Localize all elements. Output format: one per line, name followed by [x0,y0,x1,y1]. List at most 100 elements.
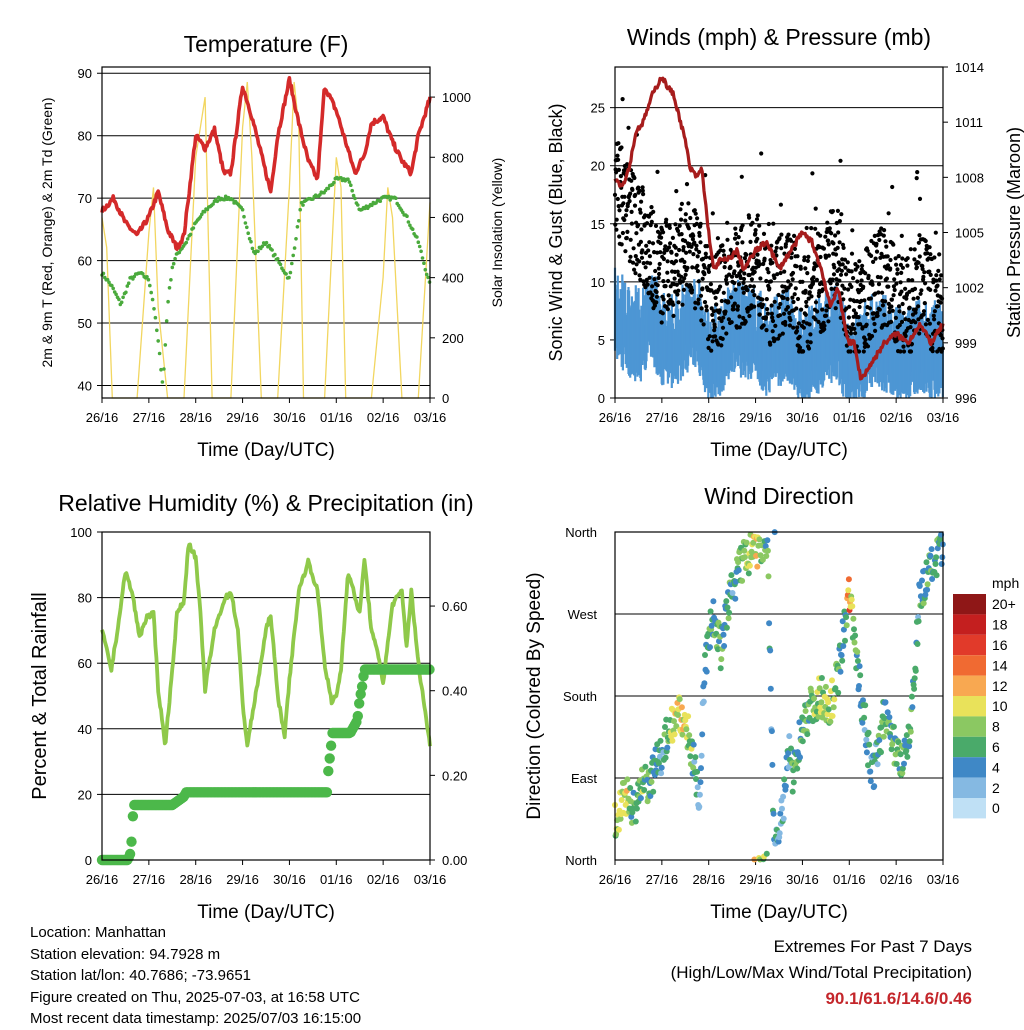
gust-point [679,201,685,206]
direction-point [780,793,787,800]
gust-point [766,270,771,275]
gust-point [791,299,796,305]
gust-point [936,268,941,273]
dewpoint-point [191,226,196,230]
gust-point [733,226,738,231]
direction-point [863,736,870,743]
gust-point [866,273,871,278]
dewpoint-point [148,283,152,288]
x-tick-label: 28/16 [692,410,725,425]
gust-point [788,238,794,243]
gust-point [881,233,886,238]
gust-point [661,279,666,284]
gust-point [765,266,770,272]
gust-point [676,300,681,305]
direction-point [924,581,931,588]
dewpoint-point [169,278,173,282]
dewpoint-point [420,256,425,260]
gust-point [711,318,716,323]
gust-point [816,319,821,324]
pressure-line [613,76,945,381]
gust-point [710,339,715,344]
direction-point [862,702,869,709]
gust-point [689,244,694,249]
gust-point [826,242,831,247]
gust-point [781,295,786,300]
dewpoint-point [410,227,415,231]
y-tick-label: 40 [78,379,92,394]
gust-point [820,287,825,292]
gust-point [922,301,927,306]
elevation-text: Station elevation: 94.7928 m [30,945,221,963]
direction-point [933,572,940,579]
gust-point [865,344,871,349]
direction-point [694,784,701,791]
legend-swatch [953,696,986,717]
gust-point [765,311,771,316]
gust-point [831,241,836,246]
gust-point [790,295,795,300]
gust-point [690,265,695,270]
direction-point [750,539,757,546]
gust-point [821,246,827,251]
legend-label: 20+ [992,596,1016,612]
dewpoint-point [349,183,353,187]
direction-point [856,663,863,670]
legend-label: 8 [992,719,1000,735]
direction-point [780,815,787,822]
gust-point [871,311,876,316]
dewpoint-point [326,186,331,191]
gust-point [720,325,726,330]
dewpoint-point [291,253,296,258]
gust-point [692,240,697,245]
gust-point [792,292,797,297]
gust-point [681,248,686,253]
gust-point [653,268,658,274]
gust-point [932,309,938,314]
direction-point [763,553,770,559]
y-tick-label: 80 [78,129,92,144]
gust-point [921,309,927,314]
gust-point [832,265,837,270]
gust-point [634,262,639,267]
direction-point [703,668,710,675]
gust-point [694,221,699,226]
gust-point [889,304,894,309]
gust-point [760,297,765,302]
gust-point [633,192,638,198]
direction-point [632,818,639,825]
x-tick-label: 27/16 [133,410,166,425]
gust-point [876,290,881,295]
gust-point [923,281,928,286]
dewpoint-point [417,244,422,249]
direction-point [880,733,887,740]
gust-point [729,295,734,300]
gust-point [747,215,752,220]
x-tick-label: 26/16 [86,410,119,425]
gust-point [867,306,873,311]
humidity-y-label: Percent & Total Rainfall [29,592,51,800]
direction-point [932,561,939,567]
direction-point [871,783,878,790]
direction-point [927,552,934,559]
gust-point [837,240,842,245]
direction-point [804,731,811,738]
gust-point [738,275,743,281]
gust-point [873,256,878,261]
gust-point [904,296,909,301]
gust-point [763,315,769,320]
direction-point [854,648,861,655]
gust-point [709,348,714,353]
gust-point [658,250,663,255]
direction-point [817,704,824,711]
gust-point [679,232,684,237]
dewpoint-point [177,250,182,255]
gust-point [675,292,680,297]
gust-point [666,245,672,250]
dewpoint-point [200,212,204,217]
gust-point [835,208,841,213]
gust-point [847,304,852,309]
gust-point [828,281,833,286]
gust-point [806,346,812,351]
direction-point [700,698,707,705]
